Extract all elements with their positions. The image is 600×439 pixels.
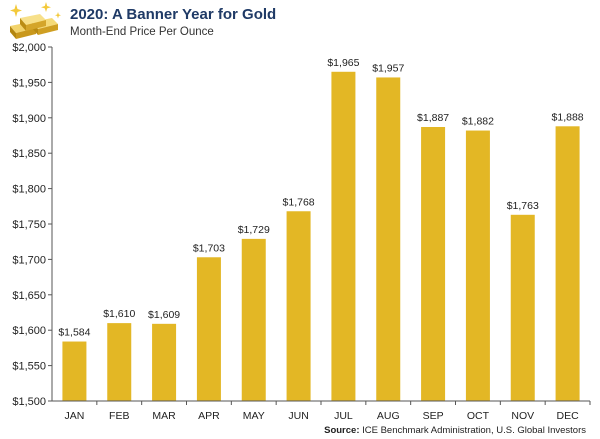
bar-value-label: $1,703 — [193, 242, 225, 254]
bar-value-label: $1,584 — [58, 327, 90, 339]
x-tick-label: JAN — [64, 410, 84, 422]
y-tick-label: $1,550 — [12, 361, 46, 373]
chart-title: 2020: A Banner Year for Gold — [70, 6, 277, 23]
y-tick-label: $1,800 — [12, 184, 46, 196]
y-tick-label: $1,900 — [12, 113, 46, 125]
x-tick-label: FEB — [109, 410, 129, 422]
y-tick-label: $1,850 — [12, 148, 46, 160]
bar-jun — [286, 211, 311, 401]
bar-oct — [465, 130, 490, 401]
bar-may — [241, 238, 266, 401]
x-axis: JAN FEB MAR APR MAY JUN JUL AUG SEP OCT NOV DEC — [52, 400, 591, 422]
bar-value-label: $1,965 — [327, 57, 359, 69]
bar-aug — [376, 77, 401, 401]
bar-value-label: $1,957 — [372, 62, 404, 74]
x-tick-label: SEP — [423, 410, 444, 422]
x-tick-label: APR — [198, 410, 220, 422]
y-tick-label: $2,000 — [12, 42, 46, 54]
y-tick-label: $1,500 — [12, 396, 46, 408]
bar-jan — [62, 341, 87, 401]
bar-dec — [555, 126, 580, 402]
x-tick-label: NOV — [511, 410, 534, 422]
bar-value-label: $1,768 — [283, 196, 315, 208]
bar-value-label: $1,888 — [552, 111, 584, 123]
y-tick-label: $1,700 — [12, 254, 46, 266]
source-label: Source: — [324, 425, 360, 436]
y-tick-label: $1,650 — [12, 290, 46, 302]
x-tick-label: DEC — [556, 410, 579, 422]
x-tick-label: MAY — [243, 410, 265, 422]
x-tick-label: MAR — [152, 410, 176, 422]
x-tick-label: AUG — [377, 410, 400, 422]
bar-value-label: $1,610 — [103, 308, 135, 320]
bar-value-label: $1,729 — [238, 224, 270, 236]
y-axis: $1,500 $1,550 $1,600 $1,650 $1,700 $1,750 $1,8… — [12, 42, 53, 408]
bar-mar — [152, 323, 177, 401]
source-note: Source: ICE Benchmark Administration, U.… — [324, 425, 586, 436]
bar-apr — [196, 257, 221, 401]
x-tick-label: OCT — [467, 410, 490, 422]
bar-sep — [421, 127, 446, 401]
bar-value-label: $1,609 — [148, 309, 180, 321]
bar-jul — [331, 71, 356, 401]
chart-subtitle: Month-End Price Per Ounce — [70, 26, 214, 38]
bar-value-label: $1,887 — [417, 112, 449, 124]
x-tick-label: JUN — [288, 410, 308, 422]
bar-nov — [510, 214, 535, 401]
bar-value-label: $1,763 — [507, 200, 539, 212]
bar-value-label: $1,882 — [462, 116, 494, 128]
y-tick-label: $1,950 — [12, 77, 46, 89]
bar-feb — [107, 323, 132, 401]
y-tick-label: $1,750 — [12, 219, 46, 231]
x-tick-label: JUL — [334, 410, 353, 422]
source-text: ICE Benchmark Administration, U.S. Globa… — [362, 425, 586, 436]
y-tick-label: $1,600 — [12, 325, 46, 337]
bars: $1,584 $1,610 $1,609 $1,703 $1,729 $1,768 $1,9… — [58, 57, 584, 402]
gold-bars-icon — [10, 2, 61, 39]
